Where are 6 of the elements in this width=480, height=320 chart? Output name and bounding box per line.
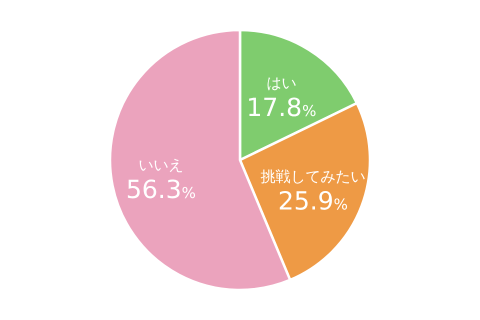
slice-label: いいえ [138, 156, 184, 174]
slice-label: 挑戦してみたい [260, 168, 366, 186]
data-label: 25.9% [278, 186, 348, 216]
data-label: 56.3% [126, 174, 196, 204]
slice-label: はい [266, 74, 296, 92]
data-label: 17.8% [246, 92, 316, 122]
